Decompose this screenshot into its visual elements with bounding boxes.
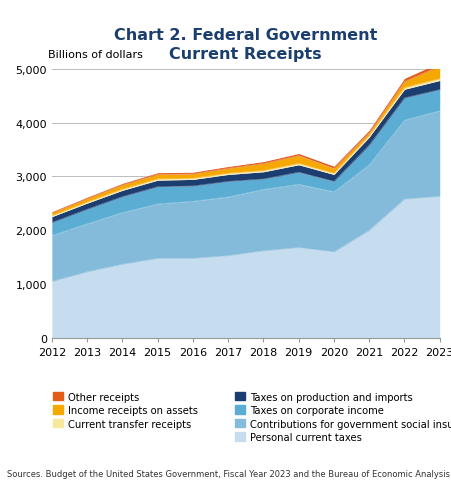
Title: Chart 2. Federal Government
Current Receipts: Chart 2. Federal Government Current Rece… xyxy=(114,28,377,61)
Legend: Taxes on production and imports, Taxes on corporate income, Contributions for go: Taxes on production and imports, Taxes o… xyxy=(235,392,451,442)
Text: Sources. Budget of the United States Government, Fiscal Year 2023 and the Bureau: Sources. Budget of the United States Gov… xyxy=(7,468,450,478)
Text: Billions of dollars: Billions of dollars xyxy=(48,50,143,60)
